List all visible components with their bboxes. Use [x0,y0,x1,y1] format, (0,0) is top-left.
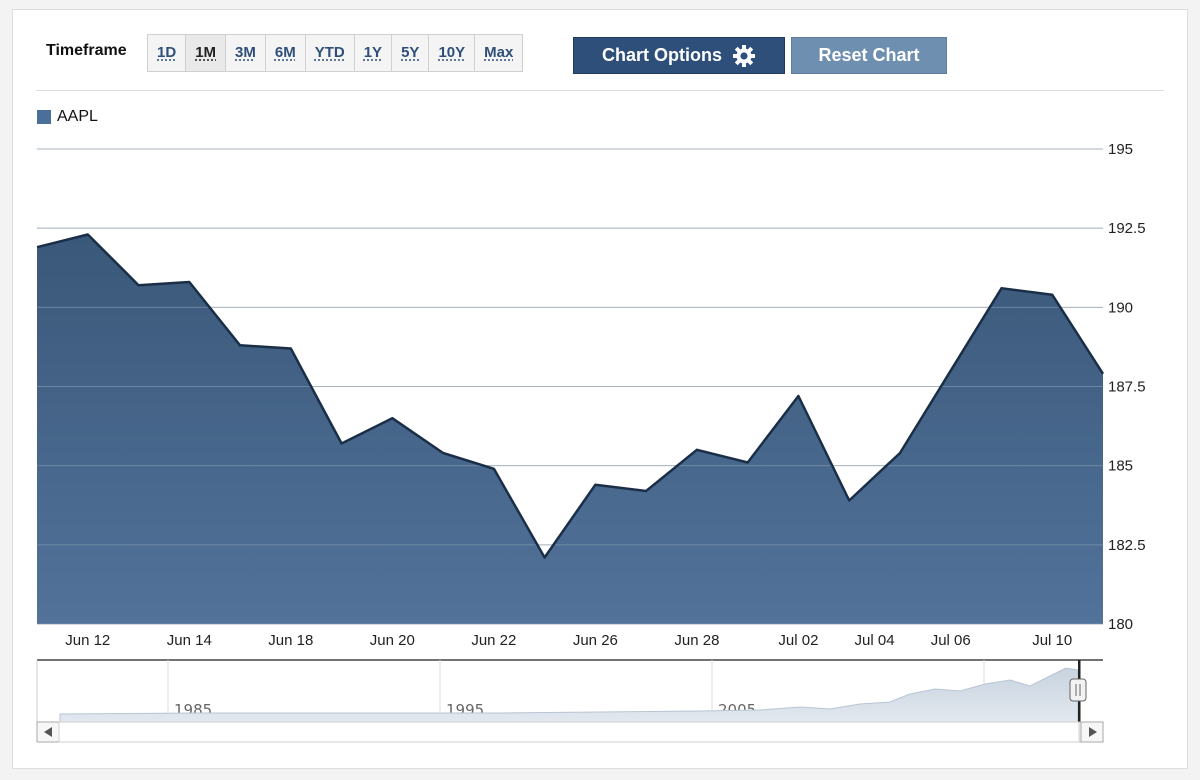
price-area [37,234,1103,624]
y-tick-label: 187.5 [1108,379,1146,396]
toolbar-divider [36,90,1164,91]
scrollbar-thumb[interactable] [58,721,1080,743]
chart-options-label: Chart Options [602,45,722,65]
timeframe-3m-button[interactable]: 3M [226,35,266,71]
timeframe-label: Timeframe [46,42,127,59]
chevron-left-icon [44,727,52,737]
x-tick-label: Jun 12 [65,632,110,649]
chevron-right-icon [1089,727,1097,737]
timeframe-1d-button[interactable]: 1D [148,35,187,71]
legend[interactable]: AAPL [37,108,98,126]
timeframe-selector: 1D 1M 3M 6M YTD 1Y 5Y 10Y Max [147,34,524,72]
legend-label: AAPL [57,108,98,125]
y-tick-label: 192.5 [1108,220,1146,237]
y-tick-label: 182.5 [1108,537,1146,554]
x-tick-label: Jun 22 [471,632,516,649]
x-tick-label: Jul 10 [1032,632,1072,649]
gear-icon [733,44,755,67]
price-line [36,233,1105,559]
timeframe-6m-button[interactable]: 6M [266,35,306,71]
timeframe-max-button[interactable]: Max [484,44,514,61]
y-tick-label: 185 [1108,458,1133,475]
y-tick-label: 195 [1108,141,1133,158]
x-tick-label: Jun 18 [268,632,313,649]
x-tick-label: Jul 02 [778,632,818,649]
navigator-history-area [59,667,1079,723]
x-tick-label: Jun 14 [167,632,212,649]
timeframe-ytd-button[interactable]: YTD [306,35,355,71]
x-tick-label: Jun 28 [674,632,719,649]
timeframe-1y-button[interactable]: 1Y [355,35,393,71]
timeframe-5y-button[interactable]: 5Y [392,35,430,71]
y-tick-label: 180 [1108,616,1133,633]
y-tick-label: 190 [1108,299,1133,316]
legend-swatch [37,110,51,124]
reset-chart-button[interactable]: Reset Chart [791,37,947,74]
x-tick-label: Jul 06 [931,632,971,649]
x-tick-label: Jul 04 [855,632,895,649]
timeframe-10y-button[interactable]: 10Y [429,35,476,71]
x-tick-label: Jun 20 [370,632,415,649]
x-tick-label: Jun 26 [573,632,618,649]
timeframe-1m-button[interactable]: 1M [186,35,227,71]
navigator-handle[interactable] [1069,678,1087,702]
chart-options-button[interactable]: Chart Options [573,37,785,74]
